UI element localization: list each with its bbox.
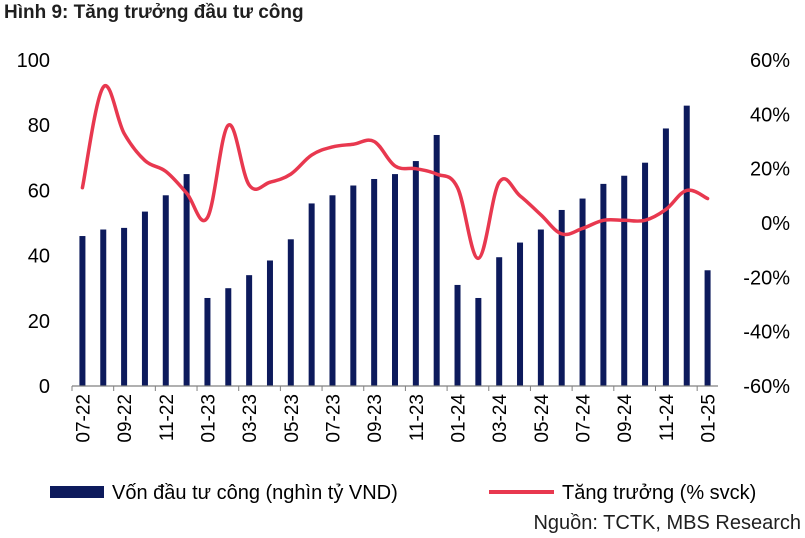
bar-11-24 <box>662 128 669 386</box>
ticks-layer <box>71 386 698 391</box>
bar-07-23 <box>329 195 336 386</box>
y-right-tick-label: -60% <box>743 376 790 398</box>
bar-11-23 <box>412 161 419 386</box>
y-left-tick-label: 80 <box>28 115 50 137</box>
x-tick-label: 03-24 <box>490 394 511 443</box>
bar-09-24 <box>621 175 628 386</box>
x-tick-label: 05-24 <box>532 394 553 443</box>
x-tick-label: 01-25 <box>699 394 720 443</box>
x-tick-label: 09-22 <box>115 394 136 443</box>
x-tick-label: 11-24 <box>657 394 678 442</box>
y-right-tick-label: 40% <box>750 104 790 126</box>
source-note: Nguồn: TCTK, MBS Research <box>533 512 801 534</box>
bar-04-23 <box>266 260 273 386</box>
chart-title: Hình 9: Tăng trưởng đầu tư công <box>4 2 304 23</box>
bar-11-22 <box>162 195 169 386</box>
bar-03-24 <box>496 257 503 386</box>
y-left-tick-label: 100 <box>17 50 50 72</box>
bar-03-23 <box>246 275 253 386</box>
x-tick-label: 11-22 <box>157 394 178 441</box>
x-axis-labels: 07-22 09-22 11-22 01-23 03-23 05-23 07-23 09-23… <box>73 394 719 443</box>
bar-09-23 <box>371 178 378 386</box>
growth-line <box>80 83 710 261</box>
y-left-tick-label: 40 <box>28 246 50 268</box>
left-axis-labels: 0 20 40 60 80 100 <box>17 50 50 398</box>
legend-line-label: Tăng trưởng (% svck) <box>562 482 756 504</box>
bars-layer <box>79 105 711 386</box>
bar-12-22 <box>183 174 190 386</box>
bar-08-23 <box>350 185 357 386</box>
bar-08-22 <box>100 229 107 386</box>
bar-07-22 <box>79 236 86 386</box>
line-layer <box>80 83 710 261</box>
x-tick-label: 07-24 <box>574 394 595 443</box>
x-tick-label: 09-23 <box>365 394 386 443</box>
y-left-tick-label: 0 <box>39 376 50 398</box>
bar-12-24 <box>683 105 690 386</box>
x-tick-label: 05-23 <box>282 394 303 443</box>
bar-06-23 <box>308 203 315 386</box>
bar-01-23 <box>204 297 211 386</box>
y-right-tick-label: 20% <box>750 159 790 181</box>
bar-02-23 <box>225 288 232 386</box>
y-right-tick-label: -20% <box>743 267 790 289</box>
legend-bar-swatch <box>50 486 104 498</box>
bar-01-24 <box>454 284 461 386</box>
legend: Vốn đầu tư công (nghìn tỷ VND) Tăng trưở… <box>50 482 756 504</box>
x-tick-label: 01-24 <box>449 394 470 443</box>
bar-07-24 <box>579 198 586 386</box>
right-axis-labels: -60% -40% -20% 0% 20% 40% 60% <box>743 50 790 398</box>
bar-05-24 <box>537 229 544 386</box>
y-left-tick-label: 60 <box>28 180 50 202</box>
bar-08-24 <box>600 183 607 386</box>
bar-06-24 <box>558 209 565 386</box>
x-tick-label: 07-23 <box>323 394 344 443</box>
x-tick-label: 07-22 <box>73 394 94 443</box>
bar-10-22 <box>141 211 148 386</box>
y-right-tick-label: 60% <box>750 50 790 72</box>
x-tick-label: 11-23 <box>407 394 428 441</box>
bar-12-23 <box>433 134 440 386</box>
bar-10-23 <box>392 174 398 386</box>
bar-04-24 <box>517 242 524 386</box>
x-tick-label: 01-23 <box>198 394 219 443</box>
x-tick-label: 03-23 <box>240 394 261 443</box>
bar-05-23 <box>287 239 294 386</box>
y-left-tick-label: 20 <box>28 311 50 333</box>
x-tick-label: 09-24 <box>615 394 636 443</box>
legend-bar-label: Vốn đầu tư công (nghìn tỷ VND) <box>112 482 398 504</box>
y-right-tick-label: -40% <box>743 322 790 344</box>
bar-01-25 <box>704 270 711 386</box>
bar-02-24 <box>475 297 482 386</box>
bar-09-22 <box>121 227 128 386</box>
y-right-tick-label: 0% <box>761 213 790 235</box>
bar-10-24 <box>642 162 649 386</box>
